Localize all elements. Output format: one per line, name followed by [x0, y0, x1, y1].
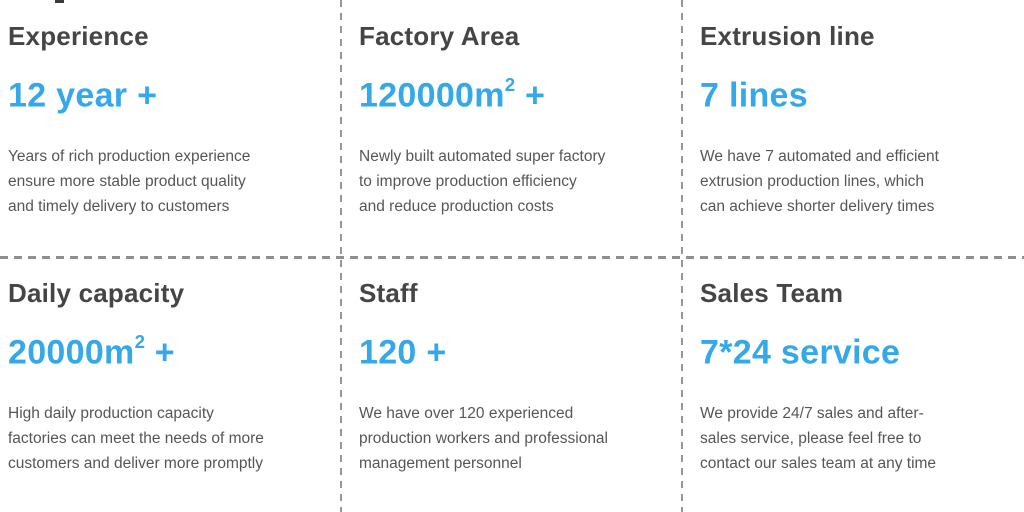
stat-card-factory-area: Factory Area 120000m2 + Newly built auto… — [341, 0, 682, 257]
card-value: 120000m2 + — [359, 68, 670, 115]
crop-artifact — [55, 0, 64, 3]
card-value: 7 lines — [700, 68, 1012, 115]
card-value: 12 year + — [8, 68, 329, 115]
stat-card-extrusion-line: Extrusion line 7 lines We have 7 automat… — [682, 0, 1024, 257]
card-description: Newly built automated super factory to i… — [359, 148, 606, 216]
card-description: We have 7 automated and efficient extrus… — [700, 148, 939, 216]
horizontal-dashed-divider — [0, 256, 1024, 259]
card-description: We have over 120 experienced production … — [359, 405, 608, 473]
card-value-superscript: 2 — [134, 331, 145, 353]
stat-card-sales-team: Sales Team 7*24 service We provide 24/7 … — [682, 257, 1024, 512]
card-value-text: 7*24 service — [700, 333, 901, 372]
card-description: We provide 24/7 sales and after- sales s… — [700, 405, 937, 473]
card-value-text: 12 year + — [8, 76, 158, 115]
card-description: High daily production capacity factories… — [8, 405, 264, 473]
card-value-suffix: + — [515, 76, 546, 115]
card-value-suffix: + — [144, 333, 175, 372]
card-title: Staff — [359, 278, 418, 308]
card-title: Sales Team — [700, 278, 844, 308]
card-value-text: 120 + — [359, 333, 447, 372]
card-value-text: 20000m — [8, 333, 135, 372]
card-value: 120 + — [359, 325, 670, 372]
card-title: Factory Area — [359, 21, 520, 51]
card-value-superscript: 2 — [504, 74, 516, 96]
card-value-text: 7 lines — [700, 76, 808, 115]
stat-card-experience: Experience 12 year + Years of rich produ… — [0, 0, 341, 257]
card-value: 20000m2 + — [8, 325, 329, 372]
stat-card-staff: Staff 120 + We have over 120 experienced… — [341, 257, 682, 512]
card-title: Daily capacity — [8, 278, 185, 308]
stat-card-daily-capacity: Daily capacity 20000m2 + High daily prod… — [0, 257, 341, 512]
card-value: 7*24 service — [700, 325, 1012, 372]
card-value-text: 120000m — [359, 76, 505, 115]
card-description: Years of rich production experience ensu… — [8, 148, 251, 216]
card-title: Experience — [8, 21, 149, 51]
card-title: Extrusion line — [700, 21, 875, 51]
